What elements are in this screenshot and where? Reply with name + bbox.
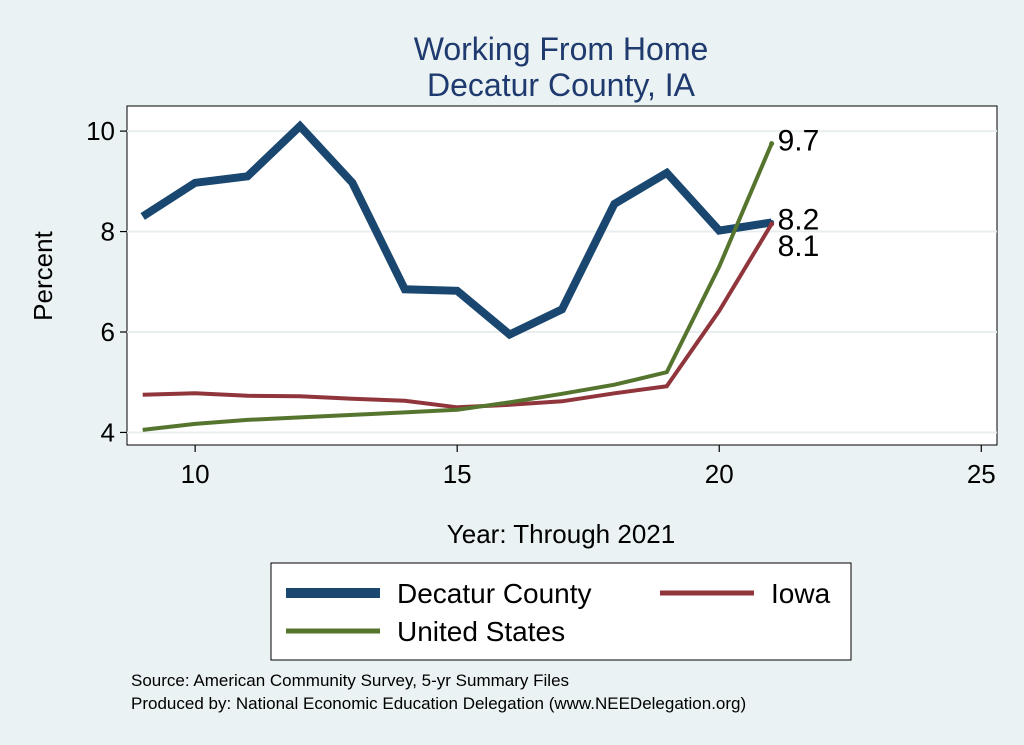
series-lines [140, 120, 775, 432]
series-end-point [769, 141, 775, 147]
series-line-united-states [142, 142, 774, 432]
source-note: Source: American Community Survey, 5-yr … [131, 671, 569, 690]
end-value-label: 9.7 [778, 125, 820, 158]
x-axis-label: Year: Through 2021 [447, 519, 675, 549]
series-end-point [769, 221, 775, 227]
produced-by-note: Produced by: National Economic Education… [131, 694, 746, 713]
series-line-decatur-county [140, 120, 773, 340]
legend-label: Decatur County [397, 578, 592, 609]
legend-label: Iowa [771, 578, 831, 609]
y-tick-label: 4 [101, 417, 115, 447]
y-tick-label: 8 [101, 217, 115, 247]
x-tick-label: 10 [181, 459, 210, 489]
legend-box [270, 562, 852, 661]
axes: 4 6 8 10 10 15 20 25 [86, 116, 996, 489]
end-value-label: 8.2 [778, 204, 820, 237]
end-value-label: 8.1 [778, 230, 820, 263]
x-tick-label: 25 [967, 459, 996, 489]
plot-area [126, 105, 998, 446]
y-axis-label: Percent [28, 230, 58, 320]
x-tick-label: 15 [443, 459, 472, 489]
x-tick-label: 20 [705, 459, 734, 489]
end-labels: 8.28.1 9.7 [778, 125, 820, 263]
gridlines [127, 130, 997, 434]
y-tick-label: 10 [86, 116, 115, 146]
y-tick-label: 6 [101, 317, 115, 347]
series-line-iowa [142, 222, 774, 410]
chart-title: Working From Home [414, 31, 709, 67]
legend: Decatur County Iowa United States [270, 562, 852, 661]
chart-subtitle: Decatur County, IA [427, 67, 696, 103]
legend-label: United States [397, 616, 565, 647]
